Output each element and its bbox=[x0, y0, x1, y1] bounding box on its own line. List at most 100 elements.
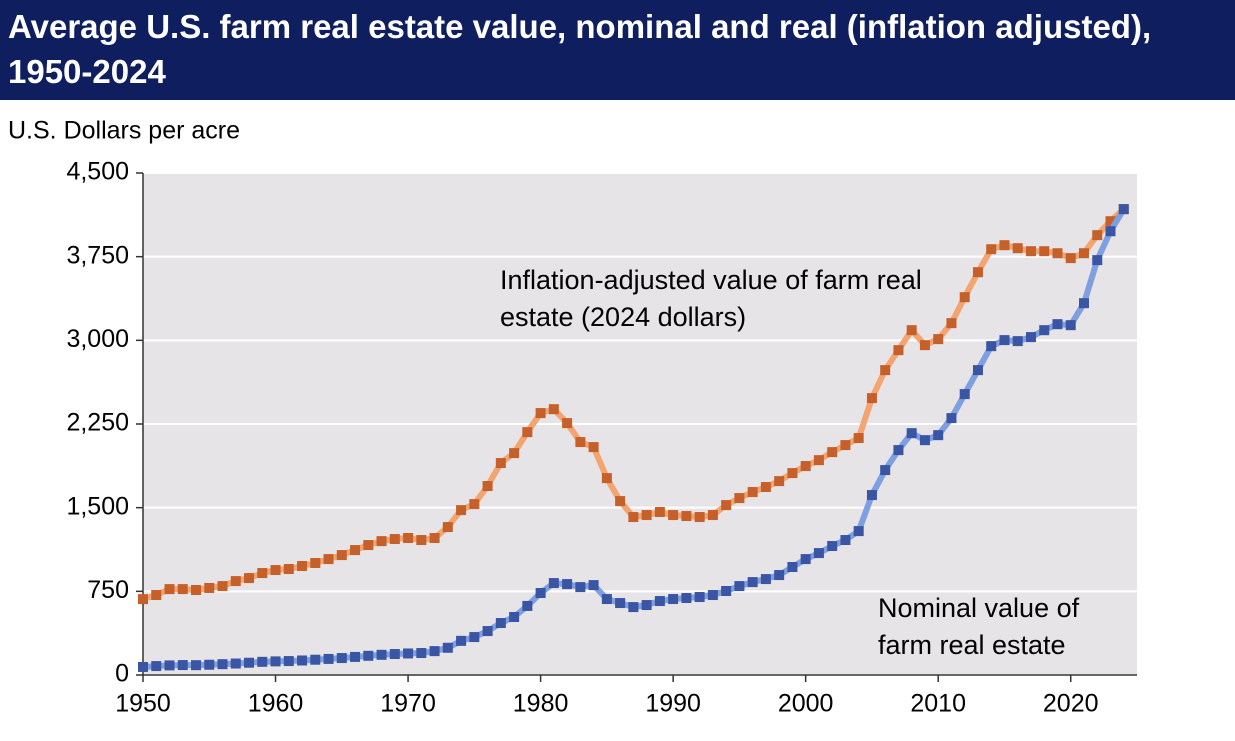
data-point bbox=[442, 642, 453, 653]
data-point bbox=[230, 658, 241, 669]
data-point bbox=[495, 618, 506, 629]
data-point bbox=[204, 582, 215, 593]
data-point bbox=[350, 651, 361, 662]
data-point bbox=[297, 655, 308, 666]
data-point bbox=[919, 435, 930, 446]
data-point bbox=[787, 562, 798, 573]
x-tick-label: 2000 bbox=[778, 690, 834, 718]
data-point bbox=[562, 579, 573, 590]
data-point bbox=[721, 500, 732, 511]
data-point bbox=[880, 465, 891, 476]
data-point bbox=[535, 408, 546, 419]
data-point bbox=[270, 565, 281, 576]
data-point bbox=[893, 445, 904, 456]
data-point bbox=[1118, 204, 1129, 215]
data-point bbox=[177, 660, 188, 671]
data-point bbox=[1039, 325, 1050, 336]
data-point bbox=[986, 341, 997, 352]
data-point bbox=[482, 626, 493, 637]
data-point bbox=[959, 292, 970, 303]
data-point bbox=[827, 447, 838, 458]
y-tick-label: 2,250 bbox=[66, 409, 129, 437]
data-point bbox=[1025, 246, 1036, 257]
data-point bbox=[999, 240, 1010, 251]
data-point bbox=[946, 413, 957, 424]
data-point bbox=[972, 267, 983, 278]
data-point bbox=[363, 650, 374, 661]
data-point bbox=[138, 661, 148, 672]
data-point bbox=[469, 499, 480, 510]
data-point bbox=[999, 335, 1010, 346]
data-point bbox=[986, 244, 997, 255]
data-point bbox=[469, 632, 480, 643]
data-point bbox=[429, 533, 440, 544]
data-point bbox=[522, 600, 533, 611]
data-point bbox=[323, 653, 334, 664]
data-point bbox=[668, 594, 679, 605]
data-point bbox=[283, 656, 294, 667]
data-point bbox=[853, 433, 864, 444]
data-point bbox=[628, 512, 639, 523]
data-point bbox=[972, 365, 983, 376]
y-tick-label: 1,500 bbox=[66, 492, 129, 520]
annotation: Nominal value of farm real estate bbox=[878, 593, 1080, 660]
data-point bbox=[813, 548, 824, 559]
data-point bbox=[615, 496, 626, 507]
y-tick-label: 4,500 bbox=[66, 158, 129, 186]
data-point bbox=[800, 554, 811, 565]
data-point bbox=[456, 505, 467, 516]
data-point bbox=[363, 540, 374, 551]
data-point bbox=[1052, 248, 1063, 259]
data-point bbox=[1039, 246, 1050, 257]
data-point bbox=[641, 510, 652, 521]
data-point bbox=[946, 318, 957, 329]
data-point bbox=[204, 659, 215, 670]
data-point bbox=[164, 660, 175, 671]
data-point bbox=[244, 573, 255, 584]
y-tick-label: 0 bbox=[115, 660, 129, 688]
data-point bbox=[601, 473, 612, 484]
data-point bbox=[138, 594, 148, 605]
data-point bbox=[244, 657, 255, 668]
data-point bbox=[866, 490, 877, 501]
data-point bbox=[760, 482, 771, 493]
data-point bbox=[827, 541, 838, 552]
data-point bbox=[694, 512, 705, 523]
data-point bbox=[668, 510, 679, 521]
data-point bbox=[389, 649, 400, 660]
x-tick-label: 2020 bbox=[1043, 690, 1099, 718]
data-point bbox=[721, 585, 732, 596]
data-point bbox=[283, 564, 294, 575]
data-point bbox=[522, 427, 533, 438]
data-point bbox=[588, 442, 599, 453]
data-point bbox=[548, 404, 559, 415]
data-point bbox=[919, 340, 930, 351]
data-point bbox=[707, 590, 718, 601]
data-point bbox=[641, 600, 652, 611]
data-point bbox=[1105, 226, 1116, 237]
data-point bbox=[734, 581, 745, 592]
data-point bbox=[906, 428, 917, 439]
title-banner bbox=[0, 0, 1235, 100]
data-point bbox=[191, 660, 202, 671]
y-tick-label: 750 bbox=[87, 576, 129, 604]
data-point bbox=[840, 440, 851, 451]
data-point bbox=[1078, 248, 1089, 259]
data-point bbox=[562, 418, 573, 429]
data-point bbox=[906, 325, 917, 336]
data-point bbox=[681, 593, 692, 604]
data-point bbox=[787, 468, 798, 479]
data-point bbox=[853, 526, 864, 537]
data-point bbox=[959, 389, 970, 400]
data-point bbox=[376, 649, 387, 660]
data-point bbox=[509, 611, 520, 622]
x-tick-label: 1970 bbox=[380, 690, 436, 718]
data-point bbox=[336, 550, 347, 561]
data-point bbox=[1092, 255, 1103, 266]
data-point bbox=[297, 561, 308, 572]
data-point bbox=[774, 476, 785, 487]
data-point bbox=[403, 533, 414, 544]
x-tick-label: 1980 bbox=[513, 690, 569, 718]
